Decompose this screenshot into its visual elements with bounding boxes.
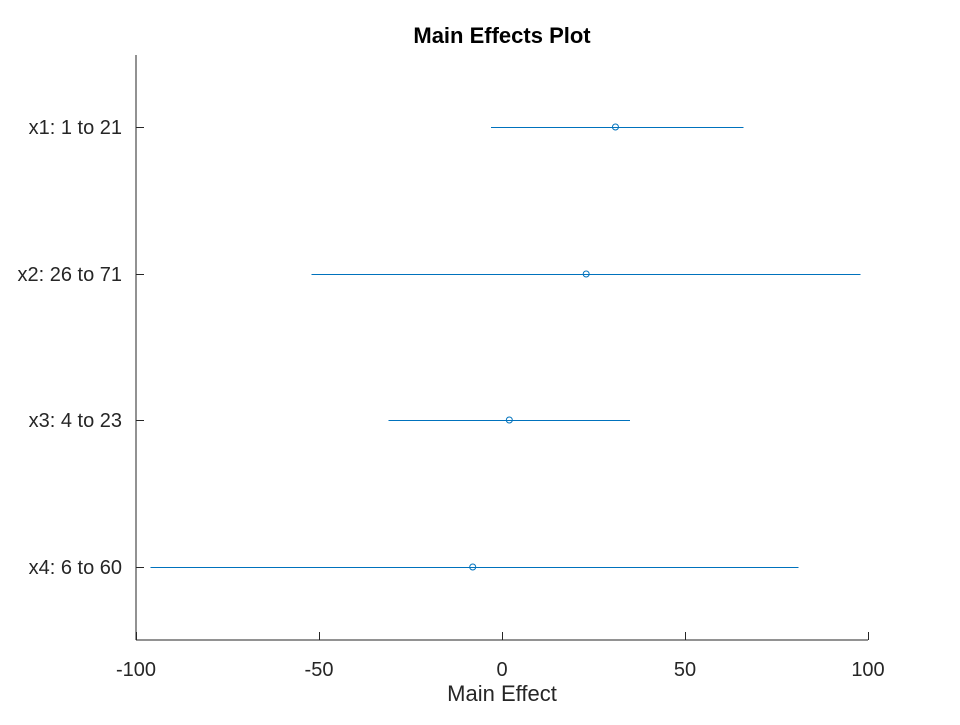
x-axis-label: Main Effect bbox=[447, 681, 557, 706]
x-tick-label: 100 bbox=[851, 659, 884, 681]
main-effect-point bbox=[469, 563, 477, 571]
y-tick-label: x1: 1 to 21 bbox=[29, 117, 122, 139]
chart-axes: -100 -50 0 50 100 x1: 1 to 21 x2: 26 to 71 x3: … bbox=[17, 55, 885, 681]
y-tick-label: x2: 26 to 71 bbox=[17, 264, 122, 286]
y-tick-label: x4: 6 to 60 bbox=[29, 557, 122, 579]
chart-title: Main Effects Plot bbox=[413, 23, 591, 48]
x-tick-label: 50 bbox=[674, 659, 696, 681]
main-effect-point bbox=[505, 416, 513, 424]
chart-marks bbox=[150, 123, 861, 571]
x-tick-label: -50 bbox=[305, 659, 334, 681]
y-tick-label: x3: 4 to 23 bbox=[29, 410, 122, 432]
main-effect-point bbox=[611, 123, 619, 131]
main-effect-point bbox=[582, 270, 590, 278]
x-tick-label: -100 bbox=[116, 659, 156, 681]
x-tick-label: 0 bbox=[496, 659, 507, 681]
